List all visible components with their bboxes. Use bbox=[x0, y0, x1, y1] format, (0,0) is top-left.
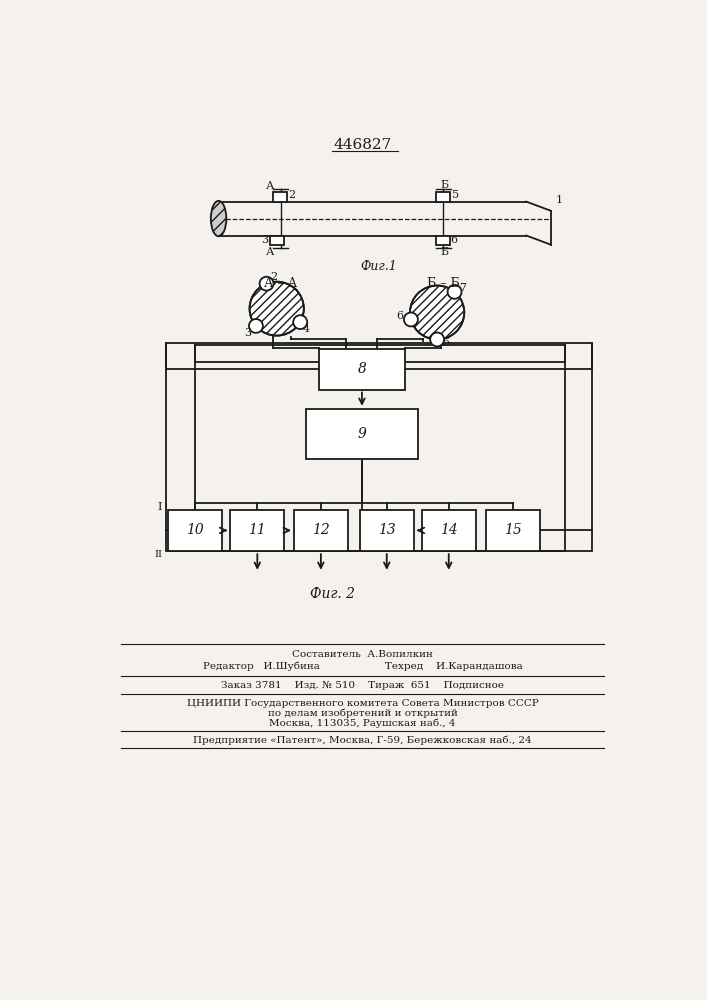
Bar bbox=[230, 510, 284, 551]
Text: по делам изобретений и открытий: по делам изобретений и открытий bbox=[268, 709, 457, 718]
Text: Фиг. 2: Фиг. 2 bbox=[310, 587, 355, 601]
Text: Б: Б bbox=[440, 247, 449, 257]
Text: 2: 2 bbox=[271, 272, 278, 282]
Bar bbox=[436, 235, 450, 245]
Text: ЦНИИПИ Государственного комитета Совета Министров СССР: ЦНИИПИ Государственного комитета Совета … bbox=[187, 699, 539, 708]
Bar bbox=[320, 349, 404, 389]
Text: Фиг.1: Фиг.1 bbox=[361, 260, 397, 273]
Bar bbox=[360, 510, 414, 551]
Text: 446827: 446827 bbox=[334, 138, 392, 152]
Text: 5: 5 bbox=[443, 338, 450, 348]
Circle shape bbox=[448, 285, 462, 299]
Bar bbox=[273, 192, 287, 202]
Circle shape bbox=[249, 319, 263, 333]
Ellipse shape bbox=[211, 201, 226, 236]
Text: II: II bbox=[154, 550, 162, 559]
Text: 5: 5 bbox=[452, 190, 460, 200]
Text: 1: 1 bbox=[555, 195, 562, 205]
Text: Редактор   И.Шубина                    Техред    И.Карандашова: Редактор И.Шубина Техред И.Карандашова bbox=[203, 662, 522, 671]
Bar bbox=[168, 510, 223, 551]
Bar bbox=[270, 235, 284, 245]
Text: 7: 7 bbox=[460, 283, 467, 293]
Text: А – А: А – А bbox=[264, 277, 297, 290]
Text: Составитель  А.Вопилкин: Составитель А.Вопилкин bbox=[292, 650, 433, 659]
Text: 12: 12 bbox=[312, 523, 329, 537]
Text: 3: 3 bbox=[245, 328, 252, 338]
Bar bbox=[486, 510, 540, 551]
Text: 3: 3 bbox=[262, 235, 269, 245]
Text: 2: 2 bbox=[288, 190, 296, 200]
Bar bbox=[195, 345, 565, 551]
Text: Предприятие «Патент», Москва, Г-59, Бережковская наб., 24: Предприятие «Патент», Москва, Г-59, Бере… bbox=[194, 735, 532, 745]
Text: 9: 9 bbox=[358, 427, 366, 441]
Bar bbox=[421, 510, 476, 551]
Text: 6: 6 bbox=[450, 235, 457, 245]
Text: I: I bbox=[158, 502, 162, 512]
Circle shape bbox=[250, 282, 304, 336]
Text: Москва, 113035, Раушская наб., 4: Москва, 113035, Раушская наб., 4 bbox=[269, 718, 456, 728]
Text: 10: 10 bbox=[187, 523, 204, 537]
Bar bbox=[436, 192, 450, 202]
Circle shape bbox=[259, 277, 274, 291]
Circle shape bbox=[404, 313, 418, 326]
Text: 11: 11 bbox=[248, 523, 267, 537]
Bar bbox=[293, 510, 348, 551]
Bar bbox=[305, 409, 418, 459]
Text: 13: 13 bbox=[378, 523, 396, 537]
Text: Б: Б bbox=[440, 180, 449, 190]
Text: А: А bbox=[266, 247, 274, 257]
Text: 8: 8 bbox=[358, 362, 366, 376]
Text: 14: 14 bbox=[440, 523, 457, 537]
Text: 6: 6 bbox=[397, 311, 404, 321]
Bar bbox=[166, 343, 592, 551]
Text: 15: 15 bbox=[504, 523, 522, 537]
Circle shape bbox=[410, 286, 464, 339]
Circle shape bbox=[430, 333, 444, 346]
Text: Заказ 3781    Изд. № 510    Тираж  651    Подписное: Заказ 3781 Изд. № 510 Тираж 651 Подписно… bbox=[221, 681, 504, 690]
Text: Б – Б: Б – Б bbox=[427, 277, 460, 290]
Text: А: А bbox=[266, 181, 274, 191]
Text: 4: 4 bbox=[303, 324, 310, 334]
Circle shape bbox=[293, 315, 307, 329]
